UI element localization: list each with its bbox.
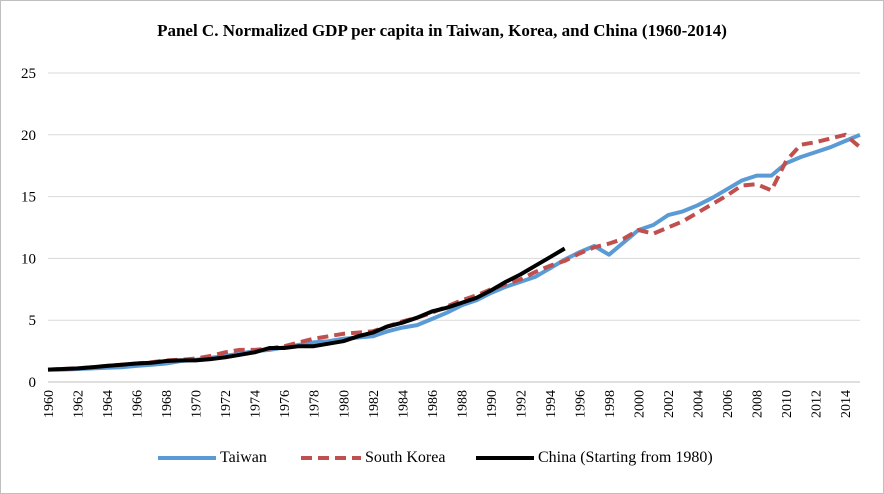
legend-label-south-korea: South Korea (365, 449, 446, 466)
series-line-china-starting-from-1980 (47, 246, 566, 372)
legend-swatch-china (476, 456, 534, 460)
x-tick-label: 1982 (367, 390, 382, 418)
x-tick-label: 1996 (573, 390, 588, 418)
x-tick-label: 1972 (219, 390, 234, 418)
y-tick-label: 5 (29, 313, 37, 329)
x-tick-label: 1970 (190, 390, 205, 418)
x-tick-label: 2014 (839, 390, 854, 418)
x-tick-label: 1976 (278, 390, 293, 418)
y-tick-label: 10 (21, 251, 36, 267)
x-tick-label: 1994 (544, 390, 559, 418)
x-tick-label: 1978 (308, 390, 323, 418)
y-tick-label: 20 (21, 128, 36, 144)
x-tick-label: 2000 (633, 390, 648, 418)
x-tick-label: 1998 (603, 390, 618, 418)
legend-label-taiwan: Taiwan (220, 449, 267, 466)
y-tick-label: 0 (29, 375, 37, 391)
y-tick-label: 15 (21, 190, 36, 206)
x-tick-label: 1986 (426, 390, 441, 418)
x-tick-label: 2008 (751, 390, 766, 418)
series-line-taiwan (48, 132, 861, 372)
y-tick-labels: 0 5 10 15 20 25 (21, 66, 36, 391)
legend-swatch-south-korea (301, 456, 361, 460)
x-tick-label: 1980 (337, 390, 352, 418)
legend-item-taiwan: Taiwan (158, 449, 267, 467)
x-tick-label: 1960 (42, 390, 57, 418)
series-lines (47, 132, 862, 372)
legend: Taiwan South Korea China (Starting from … (0, 449, 884, 473)
legend-item-south-korea: South Korea (301, 449, 445, 467)
y-tick-label: 25 (21, 66, 36, 82)
x-tick-label: 1966 (131, 390, 146, 418)
x-tick-label: 1968 (160, 390, 175, 418)
x-tick-label: 2006 (721, 390, 736, 418)
legend-item-china: China (Starting from 1980) (476, 449, 713, 467)
x-tick-label: 2010 (780, 390, 795, 418)
gridlines (48, 72, 860, 321)
x-tick-label: 1984 (396, 390, 411, 418)
series-line-south-korea (47, 132, 862, 372)
chart-title: Panel C. Normalized GDP per capita in Ta… (157, 21, 727, 40)
x-tick-label: 1964 (101, 390, 116, 418)
x-tick-labels: 1960 1962 1964 1966 1968 1970 1972 1974 1976 1978… (42, 390, 854, 418)
x-tick-label: 1988 (455, 390, 470, 418)
x-tick-label: 2004 (692, 390, 707, 418)
x-tick-label: 2012 (810, 390, 825, 418)
x-tick-label: 1990 (485, 390, 500, 418)
x-tick-label: 1992 (514, 390, 529, 418)
x-tick-label: 2002 (662, 390, 677, 418)
legend-label-china: China (Starting from 1980) (538, 449, 713, 466)
x-tick-label: 1974 (249, 390, 264, 418)
x-tick-label: 1962 (72, 390, 87, 418)
legend-swatch-taiwan (158, 456, 216, 460)
